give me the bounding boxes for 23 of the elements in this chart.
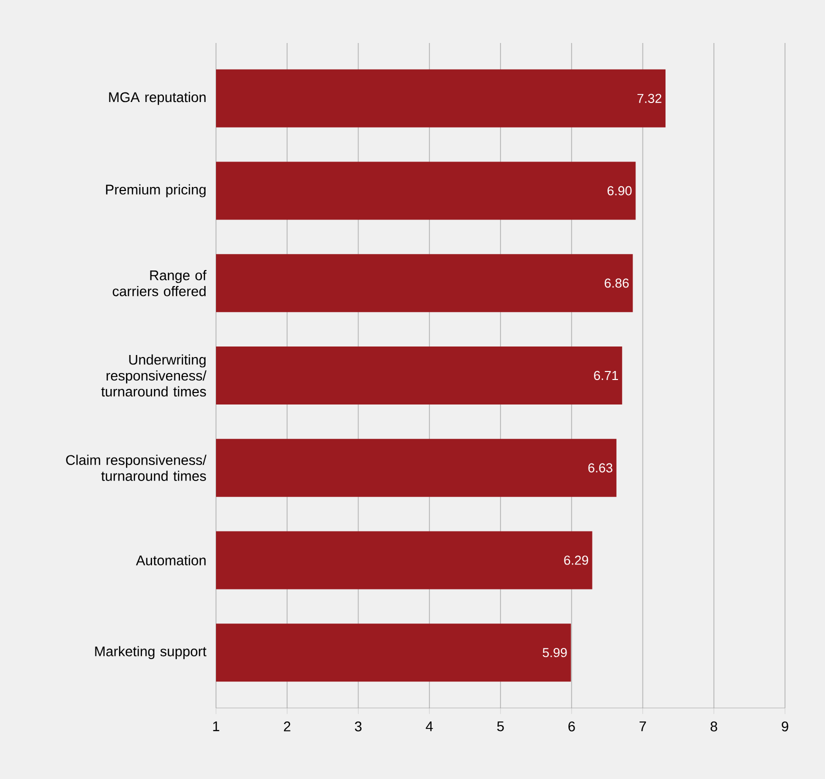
x-tick-label: 3: [354, 722, 362, 732]
data-label: 7.32: [637, 94, 662, 103]
x-tick-label: 4: [426, 722, 433, 732]
x-tick-label: 5: [497, 722, 504, 732]
x-tick-label: 1: [213, 722, 220, 732]
x-tick-label: 6: [568, 722, 575, 732]
y-tick-label: MGA reputation: [109, 92, 206, 105]
x-tick-label: 9: [782, 722, 788, 732]
data-label: 6.29: [564, 556, 588, 565]
y-tick-label: Range of carriers offered: [112, 270, 206, 296]
x-tick-label: 2: [284, 722, 290, 732]
data-label: 6.90: [608, 186, 632, 196]
y-tick-label: Underwriting responsiveness/ turnaround times: [101, 354, 206, 397]
data-label: 6.86: [604, 278, 629, 288]
y-tick-label: Premium pricing: [106, 184, 206, 198]
data-label: 5.99: [542, 648, 567, 658]
y-tick-label: Automation: [136, 555, 206, 566]
x-tick-label: 7: [640, 722, 646, 732]
y-tick-label: Claim responsiveness/ turnaround times: [66, 454, 206, 481]
x-tick-label: 8: [710, 722, 718, 732]
data-label: 6.63: [588, 463, 612, 472]
y-tick-label: Marketing support: [95, 646, 206, 660]
data-label: 6.71: [594, 370, 618, 380]
